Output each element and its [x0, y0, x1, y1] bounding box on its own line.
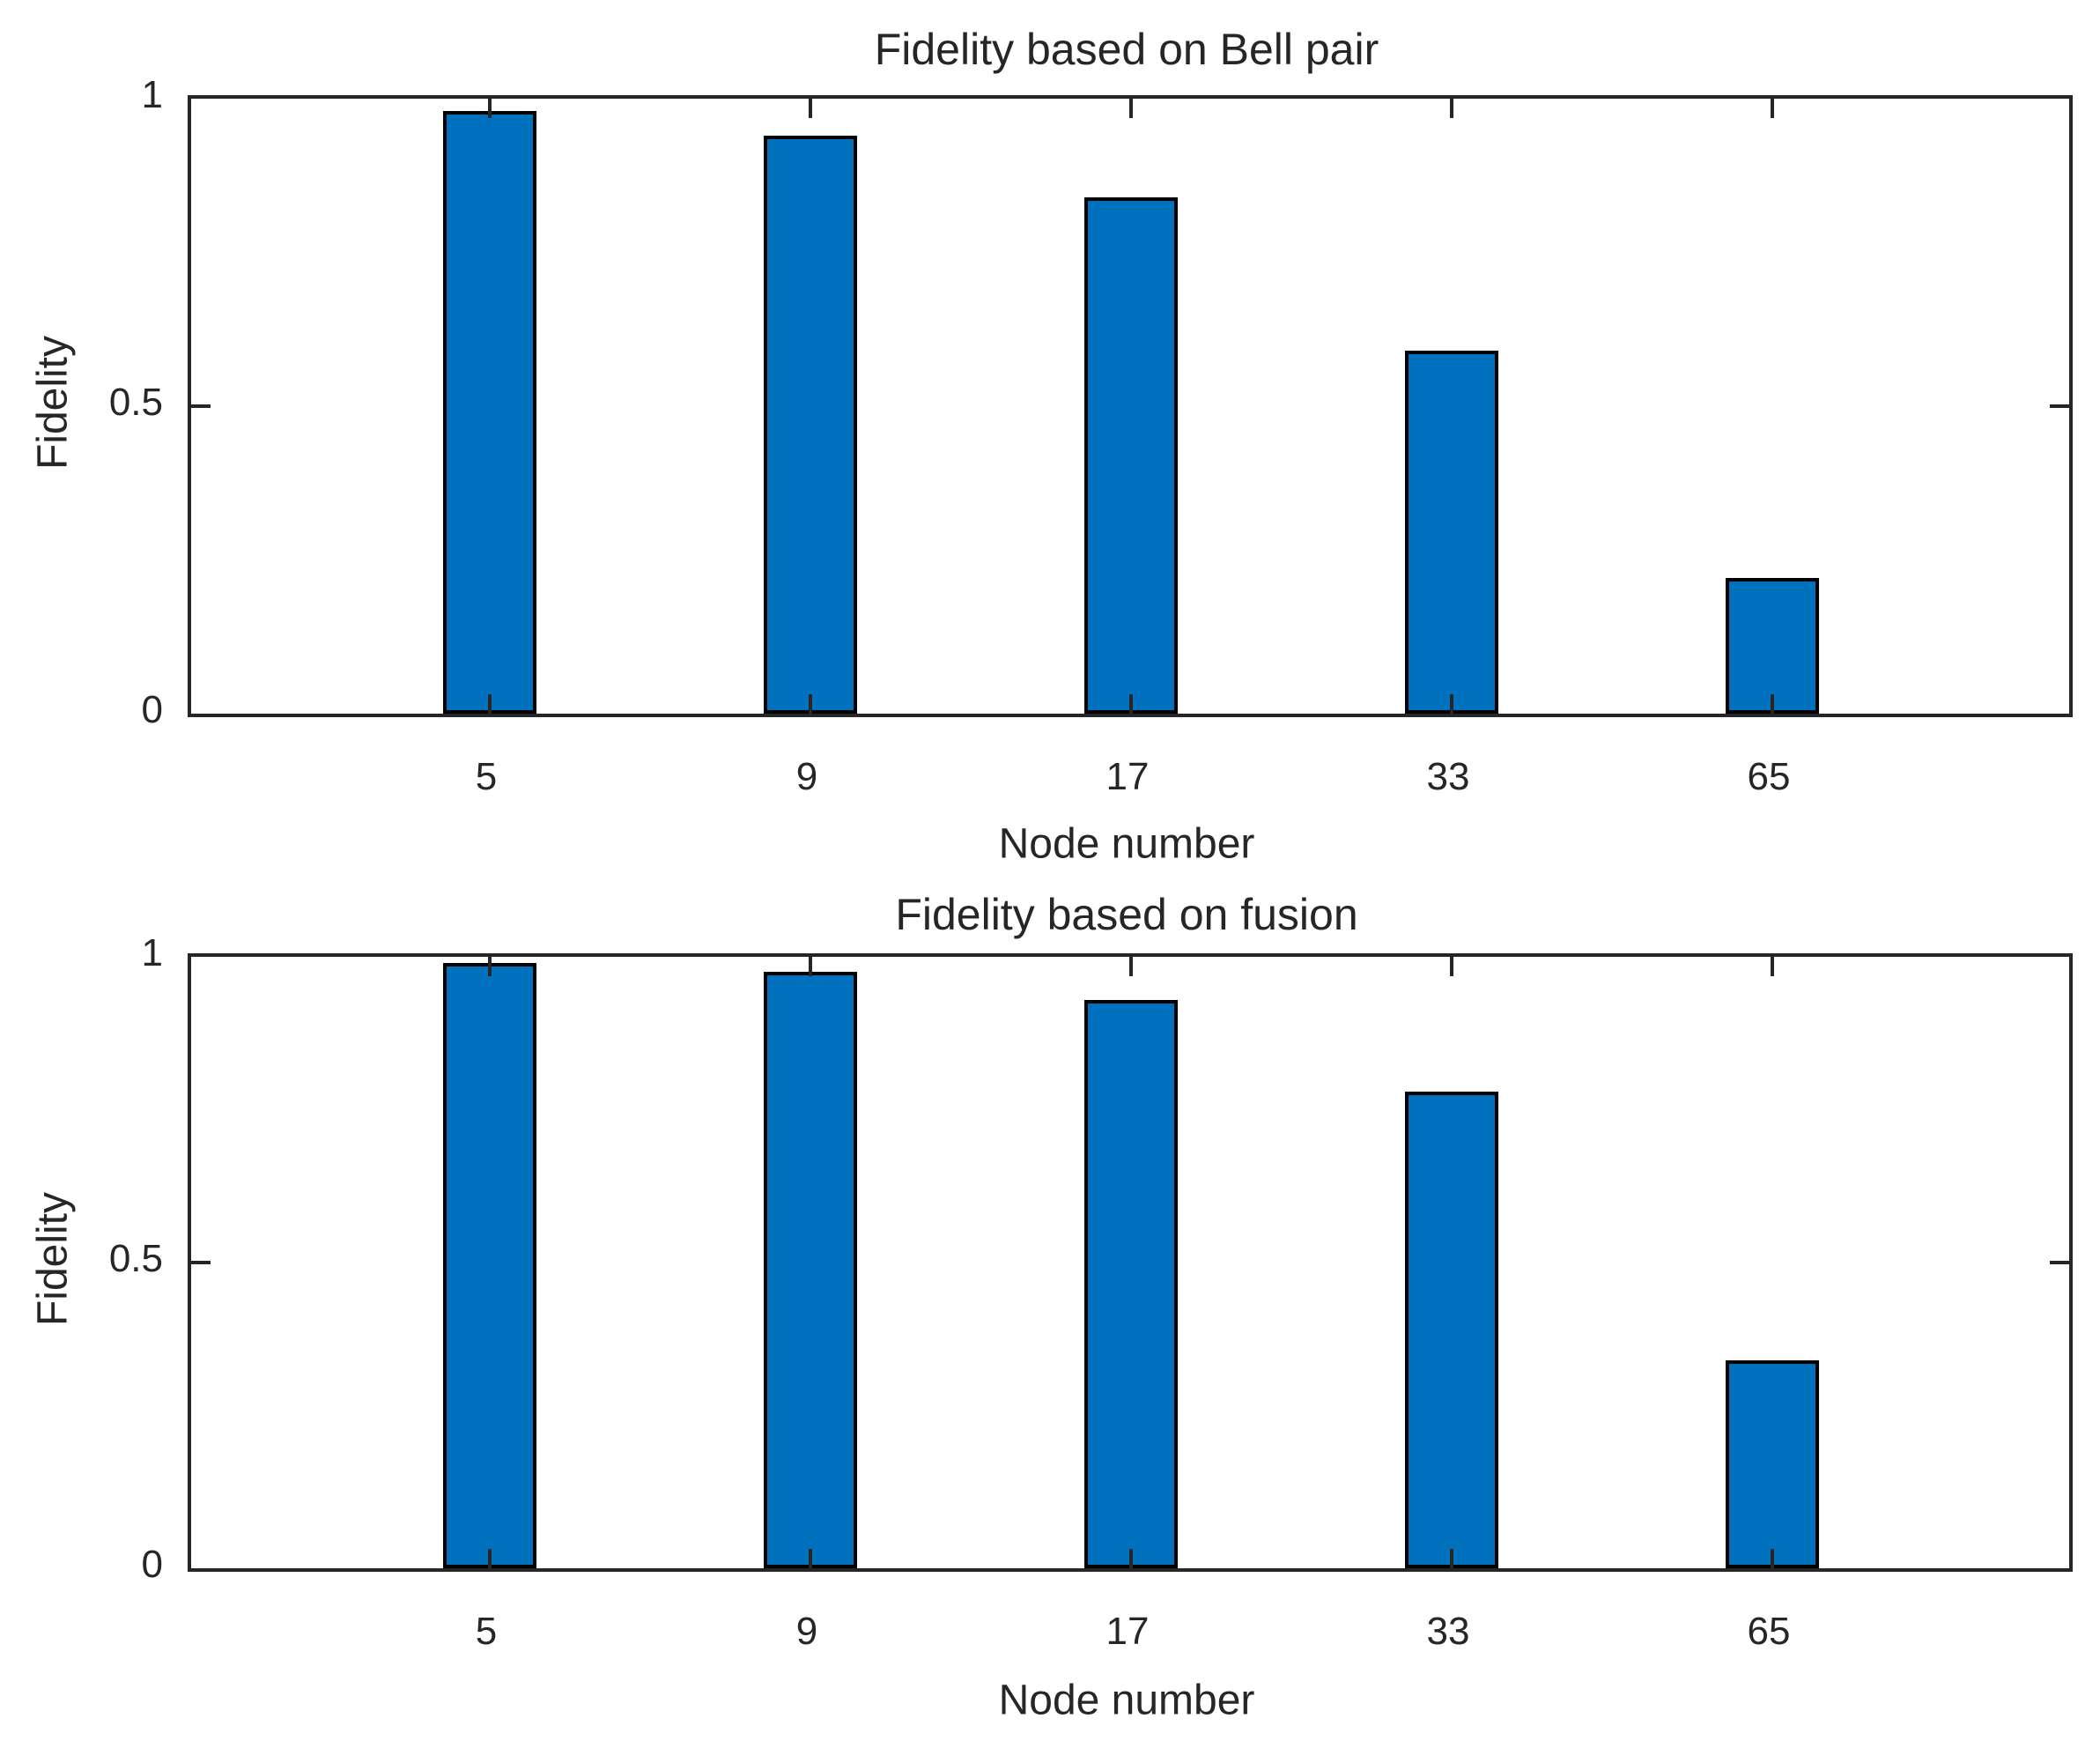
x-tick-mark [1129, 694, 1133, 714]
x-tick-label: 17 [1105, 1610, 1150, 1653]
x-tick-mark [809, 957, 812, 976]
bar-fusion-17 [1084, 1000, 1178, 1568]
bar-fusion-9 [764, 972, 857, 1568]
x-axis-label-bell-pair: Node number [998, 820, 1255, 868]
y-tick-label: 1 [141, 73, 163, 116]
y-tick-mark [2050, 404, 2069, 408]
x-tick-mark [1771, 694, 1774, 714]
x-tick-label: 9 [795, 755, 818, 798]
y-tick-label: 0 [141, 1543, 163, 1586]
bar-bell-pair-33 [1405, 351, 1498, 714]
x-tick-mark [1129, 957, 1133, 976]
x-tick-mark [1450, 99, 1453, 118]
x-tick-label: 65 [1747, 755, 1791, 798]
y-axis-label-fusion: Fidelity [29, 1191, 77, 1327]
y-axis-label-bell-pair: Fidelity [29, 335, 77, 470]
x-tick-mark [1450, 957, 1453, 976]
bar-fusion-33 [1405, 1092, 1498, 1568]
x-tick-mark [1129, 99, 1133, 118]
x-tick-mark [1771, 1549, 1774, 1568]
y-tick-label: 0 [141, 688, 163, 731]
y-tick-label: 1 [141, 931, 163, 974]
x-tick-label: 5 [475, 755, 498, 798]
x-tick-label: 9 [795, 1610, 818, 1653]
x-tick-mark [809, 99, 812, 118]
bar-bell-pair-9 [764, 136, 857, 714]
x-tick-mark [488, 1549, 492, 1568]
x-tick-mark [488, 99, 492, 118]
x-tick-label: 5 [475, 1610, 498, 1653]
y-tick-mark [2050, 1261, 2069, 1264]
plot-box-fusion [188, 953, 2073, 1572]
x-tick-label: 65 [1747, 1610, 1791, 1653]
x-tick-mark [1129, 1549, 1133, 1568]
bar-bell-pair-5 [443, 111, 536, 714]
x-tick-mark [1450, 1549, 1453, 1568]
x-tick-mark [809, 1549, 812, 1568]
y-tick-label: 0.5 [108, 381, 163, 424]
plot-box-bell-pair [188, 95, 2073, 717]
x-tick-mark [1771, 957, 1774, 976]
bar-fusion-65 [1726, 1360, 1819, 1568]
bar-bell-pair-17 [1084, 197, 1178, 714]
x-tick-mark [809, 694, 812, 714]
x-tick-mark [1450, 694, 1453, 714]
plot-title-fusion: Fidelity based on fusion [895, 890, 1358, 939]
x-tick-label: 17 [1105, 755, 1150, 798]
x-tick-label: 33 [1426, 1610, 1470, 1653]
x-tick-mark [1771, 99, 1774, 118]
bar-bell-pair-65 [1726, 578, 1819, 714]
y-tick-mark [191, 404, 211, 408]
x-tick-label: 33 [1426, 755, 1470, 798]
x-tick-mark [488, 694, 492, 714]
bar-fusion-5 [443, 963, 536, 1568]
plot-title-bell-pair: Fidelity based on Bell pair [874, 25, 1379, 74]
x-axis-label-fusion: Node number [998, 1677, 1255, 1724]
y-tick-label: 0.5 [108, 1237, 163, 1280]
x-tick-mark [488, 957, 492, 976]
y-tick-mark [191, 1261, 211, 1264]
